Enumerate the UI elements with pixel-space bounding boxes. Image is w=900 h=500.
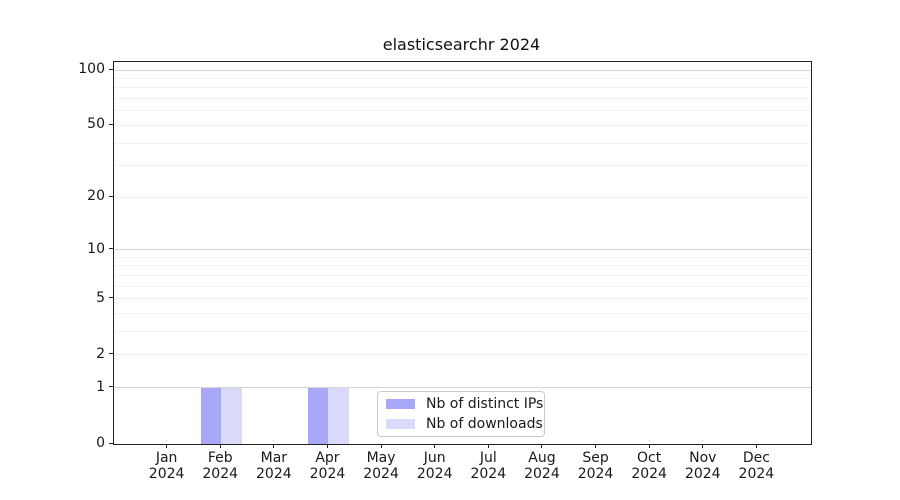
legend-swatch-downloads-icon bbox=[386, 419, 415, 429]
x-tick-year: 2024 bbox=[363, 466, 399, 482]
y-minor-gridline bbox=[114, 142, 811, 144]
y-minor-gridline bbox=[114, 298, 811, 300]
y-minor-gridline bbox=[114, 285, 811, 287]
y-tick-mark bbox=[109, 353, 113, 355]
y-tick-mark bbox=[109, 123, 113, 125]
y-minor-gridline bbox=[114, 110, 811, 112]
x-tick-mark bbox=[648, 444, 650, 448]
y-minor-gridline bbox=[114, 274, 811, 276]
y-tick-label: 50 bbox=[87, 116, 105, 133]
x-tick-year: 2024 bbox=[738, 466, 775, 482]
y-tick-label: 20 bbox=[87, 188, 105, 205]
x-tick-month: Mar bbox=[260, 450, 288, 466]
legend: Nb of distinct IPs Nb of downloads bbox=[377, 391, 545, 437]
x-tick-year: 2024 bbox=[309, 466, 346, 482]
x-tick-label-jun: Jun 2024 bbox=[403, 450, 467, 482]
bar-downloads-feb bbox=[221, 387, 242, 444]
y-minor-gridline bbox=[114, 331, 811, 333]
legend-swatch-distinct-ips-icon bbox=[386, 399, 415, 409]
y-tick-label: 1 bbox=[96, 378, 105, 395]
x-tick-mark bbox=[326, 444, 328, 448]
legend-label-downloads: Nb of downloads bbox=[426, 415, 543, 432]
x-tick-month: Apr bbox=[315, 450, 340, 466]
x-tick-label-apr: Apr 2024 bbox=[295, 450, 359, 482]
y-minor-gridline bbox=[114, 196, 811, 198]
x-tick-label-oct: Oct 2024 bbox=[617, 450, 681, 482]
chart-title: elasticsearchr 2024 bbox=[382, 35, 541, 54]
y-tick-mark bbox=[109, 248, 113, 250]
x-tick-mark bbox=[755, 444, 757, 448]
x-tick-label-dec: Dec 2024 bbox=[724, 450, 788, 482]
x-tick-year: 2024 bbox=[684, 466, 721, 482]
x-tick-year: 2024 bbox=[202, 466, 239, 482]
x-tick-mark bbox=[702, 444, 704, 448]
y-tick-label: 100 bbox=[78, 61, 105, 77]
x-tick-mark bbox=[380, 444, 382, 448]
y-tick-mark bbox=[109, 386, 113, 388]
x-tick-label-feb: Feb 2024 bbox=[188, 450, 252, 482]
y-minor-gridline bbox=[114, 313, 811, 315]
x-tick-year: 2024 bbox=[577, 466, 614, 482]
x-tick-year: 2024 bbox=[524, 466, 560, 482]
y-tick-mark bbox=[109, 68, 113, 70]
legend-item-distinct-ips: Nb of distinct IPs bbox=[386, 396, 543, 413]
y-tick-label: 0 bbox=[96, 435, 105, 451]
x-tick-mark bbox=[273, 444, 275, 448]
x-tick-mark bbox=[434, 444, 436, 448]
x-tick-month: Aug bbox=[528, 450, 556, 466]
x-tick-year: 2024 bbox=[256, 466, 292, 482]
y-minor-gridline bbox=[114, 87, 811, 89]
bar-downloads-apr bbox=[328, 387, 349, 444]
x-tick-month: Sep bbox=[582, 450, 609, 466]
x-tick-label-sep: Sep 2024 bbox=[564, 450, 628, 482]
y-minor-gridline bbox=[114, 354, 811, 356]
y-tick-mark bbox=[109, 297, 113, 299]
x-tick-year: 2024 bbox=[470, 466, 507, 482]
x-tick-year: 2024 bbox=[631, 466, 667, 482]
y-tick-mark bbox=[109, 442, 113, 444]
x-tick-month: Jul bbox=[479, 450, 497, 466]
y-major-gridline bbox=[114, 387, 811, 389]
x-tick-month: Jun bbox=[423, 450, 446, 466]
x-tick-label-aug: Aug 2024 bbox=[510, 450, 574, 482]
x-tick-mark bbox=[541, 444, 543, 448]
x-tick-label-jan: Jan 2024 bbox=[135, 450, 199, 482]
y-tick-label: 2 bbox=[96, 345, 105, 362]
y-tick-label: 10 bbox=[87, 240, 105, 257]
y-minor-gridline bbox=[114, 98, 811, 100]
x-tick-mark bbox=[166, 444, 168, 448]
y-minor-gridline bbox=[114, 265, 811, 267]
x-tick-month: May bbox=[366, 450, 396, 466]
x-tick-month: Jan bbox=[155, 450, 178, 466]
x-tick-month: Dec bbox=[742, 450, 770, 466]
y-tick-mark bbox=[109, 195, 113, 197]
bar-distinct-ips-apr bbox=[307, 387, 329, 444]
plot-area bbox=[113, 61, 812, 445]
x-tick-label-jul: Jul 2024 bbox=[456, 450, 520, 482]
x-tick-month: Nov bbox=[689, 450, 717, 466]
legend-item-downloads: Nb of downloads bbox=[386, 416, 543, 433]
x-tick-mark bbox=[219, 444, 221, 448]
x-tick-year: 2024 bbox=[148, 466, 185, 482]
x-tick-mark bbox=[595, 444, 597, 448]
y-minor-gridline bbox=[114, 165, 811, 167]
legend-label-distinct-ips: Nb of distinct IPs bbox=[426, 395, 544, 412]
x-tick-label-may: May 2024 bbox=[349, 450, 413, 482]
x-tick-month: Oct bbox=[637, 450, 662, 466]
x-tick-month: Feb bbox=[207, 450, 233, 466]
y-tick-label: 5 bbox=[96, 289, 105, 306]
x-tick-year: 2024 bbox=[416, 466, 453, 482]
bar-distinct-ips-feb bbox=[200, 387, 222, 444]
x-tick-label-mar: Mar 2024 bbox=[242, 450, 306, 482]
y-minor-gridline bbox=[114, 77, 811, 79]
x-tick-mark bbox=[487, 444, 489, 448]
y-major-gridline bbox=[114, 69, 811, 71]
y-major-gridline bbox=[114, 249, 811, 251]
y-minor-gridline bbox=[114, 256, 811, 258]
y-minor-gridline bbox=[114, 124, 811, 126]
x-tick-label-nov: Nov 2024 bbox=[671, 450, 735, 482]
